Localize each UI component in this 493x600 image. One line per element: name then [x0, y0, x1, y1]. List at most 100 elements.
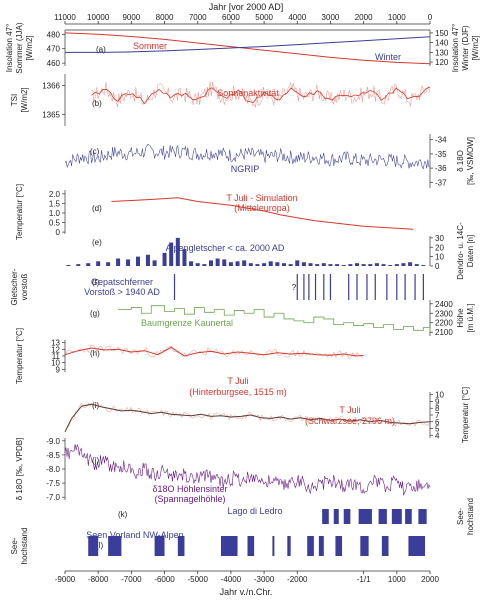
- bottom-axis-tick-label: -4000: [221, 575, 242, 584]
- glacier-bar: [308, 263, 313, 266]
- series-line-winter: [65, 36, 431, 53]
- bottom-axis-tick-label: -7000: [121, 575, 142, 584]
- lake-highstand-bar: [343, 509, 351, 524]
- top-axis-tick-label: 3000: [322, 13, 340, 22]
- glacier-bar: [255, 264, 260, 266]
- panel-annotation: Alpengletscher < ca. 2000 AD: [166, 243, 285, 253]
- top-axis-tick-label: 8000: [156, 13, 174, 22]
- bottom-axis-tick-label: 2000: [421, 575, 439, 584]
- lake-highstand-bar: [287, 536, 291, 556]
- panels: (a)Insolation 47° Sommer (JJA) [W/m2] Insol…: [5, 22, 480, 564]
- left-axis-tick-label: 2.0: [49, 190, 61, 199]
- right-axis-tick-label: 120: [435, 58, 449, 67]
- glacier-bar: [335, 264, 340, 266]
- panel-annotation: Vorstoß > 1940 AD: [84, 287, 160, 297]
- right-axis-tick-label: 20: [435, 243, 444, 252]
- glacier-bar: [235, 261, 240, 266]
- glacier-bar: [421, 265, 426, 266]
- left-axis-tick-label: 11: [52, 352, 61, 361]
- glacier-bar: [394, 264, 399, 266]
- bottom-axis-tick-label: 1000: [388, 575, 406, 584]
- top-axis: Jahr [vor 2000 AD]11000 10000 9000 8000 7000…: [54, 2, 433, 25]
- right-axis-tick-label: 6: [435, 418, 440, 427]
- lake-highstand-bar: [418, 509, 427, 524]
- glacier-bar: [86, 263, 91, 266]
- panel-d: (d) Temperatur [°C] 2.01.51.00.50 T Juli - …: [15, 184, 414, 240]
- right-axis-label: δ 18O: [456, 150, 465, 172]
- series-label-winter: Winter: [375, 52, 401, 62]
- right-axis-label: [W/m2]: [471, 35, 480, 60]
- lake-highstand-bar: [307, 536, 314, 556]
- glacier-bar: [408, 262, 413, 266]
- glacier-bar: [268, 261, 273, 266]
- glacier-bar: [341, 265, 346, 266]
- left-axis-tick-label: 1.5: [49, 199, 61, 208]
- panel-label: (e): [92, 238, 102, 247]
- lake-highstand-bar: [405, 509, 412, 524]
- bottom-axis-tick-label: -9000: [55, 575, 76, 584]
- panel-label: (b): [92, 99, 102, 108]
- glacier-bar: [228, 262, 233, 266]
- left-axis-tick-label: 12: [51, 345, 60, 354]
- uncertain-event-mark: ?: [292, 283, 297, 292]
- glacier-bar: [189, 261, 194, 266]
- right-axis-tick-label: 9: [435, 397, 440, 406]
- glacier-bar: [152, 260, 157, 266]
- right-axis-label: [m ü.M.]: [466, 304, 475, 333]
- spannagel-line: [64, 443, 431, 496]
- panel-j: (j) δ 18O [‰, VPDB] -9.0 -8.5 -8.0 -7.5 -7.0 δ1…: [15, 437, 431, 504]
- glacier-bar: [301, 262, 306, 266]
- right-axis-tick-label: -36: [435, 164, 447, 173]
- glacier-bar: [215, 258, 220, 266]
- left-axis-label: Gletscher-: [10, 268, 19, 305]
- panel-annotation: T Juli: [227, 376, 248, 386]
- panel-k: (k) See-hochstand Lago di Ledro: [118, 498, 475, 535]
- glacier-bar: [162, 252, 167, 266]
- lake-highstand-bar: [322, 509, 329, 524]
- right-axis-tick-label: 7: [435, 411, 440, 420]
- glacier-bar: [321, 263, 326, 266]
- left-axis-label: See-: [10, 537, 19, 554]
- top-axis-tick-label: 11000: [54, 13, 76, 22]
- lake-highstand-bar: [335, 536, 343, 556]
- panel-annotation: Baumgrenze Kaunertal: [141, 318, 233, 328]
- left-axis-tick-label: -7.0: [46, 493, 60, 502]
- lake-highstand-bar: [333, 509, 339, 524]
- glacier-bar: [169, 242, 174, 266]
- glacier-bar: [388, 265, 393, 266]
- lake-highstand-bar: [408, 536, 426, 556]
- panel-annotation: Gepatschferner: [91, 277, 153, 287]
- top-axis-tick-label: 10000: [87, 13, 110, 22]
- left-axis-tick-label: 0: [56, 228, 61, 237]
- left-axis-tick-label: 480: [47, 30, 61, 39]
- panel-annotation: (Schwarzsee, 2796 m): [305, 416, 395, 426]
- left-axis-label: hochstand: [20, 528, 29, 565]
- panel-b: (b) TSI [W/m2] 1366 1365 Sonnenaktivität: [10, 74, 431, 126]
- glacier-bar: [136, 256, 140, 266]
- top-axis-tick-label: 1000: [388, 13, 406, 22]
- glacier-bar: [295, 260, 300, 266]
- right-axis-tick-label: -34: [435, 136, 447, 145]
- panel-label: (a): [96, 45, 106, 54]
- bottom-axis-tick-label: -3000: [254, 575, 275, 584]
- lake-highstand-bar: [358, 509, 372, 524]
- lake-highstand-bar: [220, 536, 238, 556]
- hinterburgsee-smooth-line: [64, 346, 364, 357]
- panel-annotation: NGRIP: [231, 164, 260, 174]
- panel-annotation: (Hinterburgsee, 1515 m): [189, 387, 287, 397]
- lake-highstand-bar: [360, 536, 369, 556]
- left-axis-tick-label: -8.0: [46, 465, 60, 474]
- lake-highstand-bar: [108, 536, 122, 556]
- panel-a: (a)Insolation 47° Sommer (JJA) [W/m2] Insol…: [5, 22, 480, 73]
- left-axis-label: [W/m2]: [20, 87, 29, 112]
- right-axis-label: hochstand: [466, 498, 475, 535]
- glacier-bar: [282, 263, 286, 266]
- glacier-bar: [175, 237, 180, 266]
- glacier-bar: [374, 263, 379, 266]
- glacier-bar: [328, 264, 333, 266]
- glacier-bar: [348, 264, 353, 266]
